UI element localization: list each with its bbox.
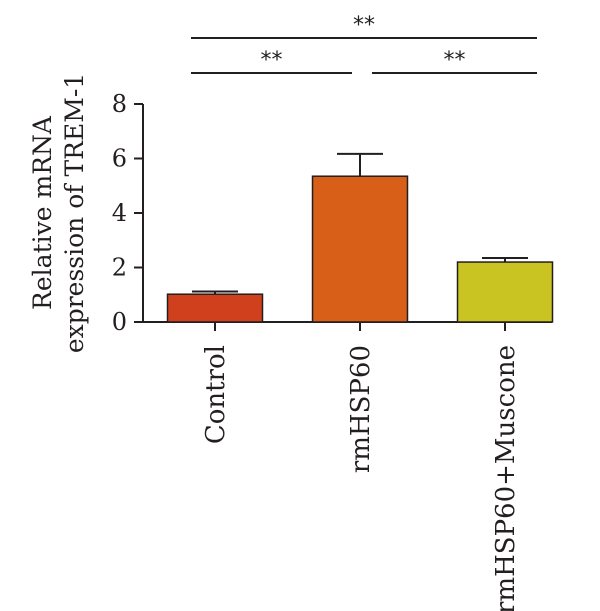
y-tick-label: 6: [112, 145, 127, 173]
significance-label: **: [444, 48, 466, 73]
bars: [166, 175, 554, 323]
significance-label: **: [261, 48, 283, 73]
y-tick-label: 4: [112, 199, 127, 227]
y-axis-label: Relative mRNA expression of TREM-1: [28, 73, 89, 353]
x-tick-labels: Control rmHSP60 rmHSP60+Muscone: [201, 345, 521, 611]
significance-label: **: [353, 13, 375, 38]
x-tick-label: rmHSP60+Muscone: [491, 345, 521, 611]
y-tick-label: 2: [112, 254, 127, 282]
bar: [456, 261, 554, 323]
x-tick-label: Control: [201, 345, 231, 444]
y-axis-label-line: expression of TREM-1: [60, 73, 89, 353]
y-tick-label: 0: [112, 308, 127, 336]
x-tick-label: rmHSP60: [346, 345, 376, 473]
y-axis-label-line: Relative mRNA: [28, 115, 57, 310]
bar: [311, 175, 409, 323]
bar: [166, 293, 264, 323]
y-tick-label: 8: [112, 90, 127, 118]
y-axis: 0 2 4 6 8: [112, 90, 144, 336]
error-bars: [192, 152, 528, 331]
significance-brackets: ** ** **: [191, 13, 537, 74]
